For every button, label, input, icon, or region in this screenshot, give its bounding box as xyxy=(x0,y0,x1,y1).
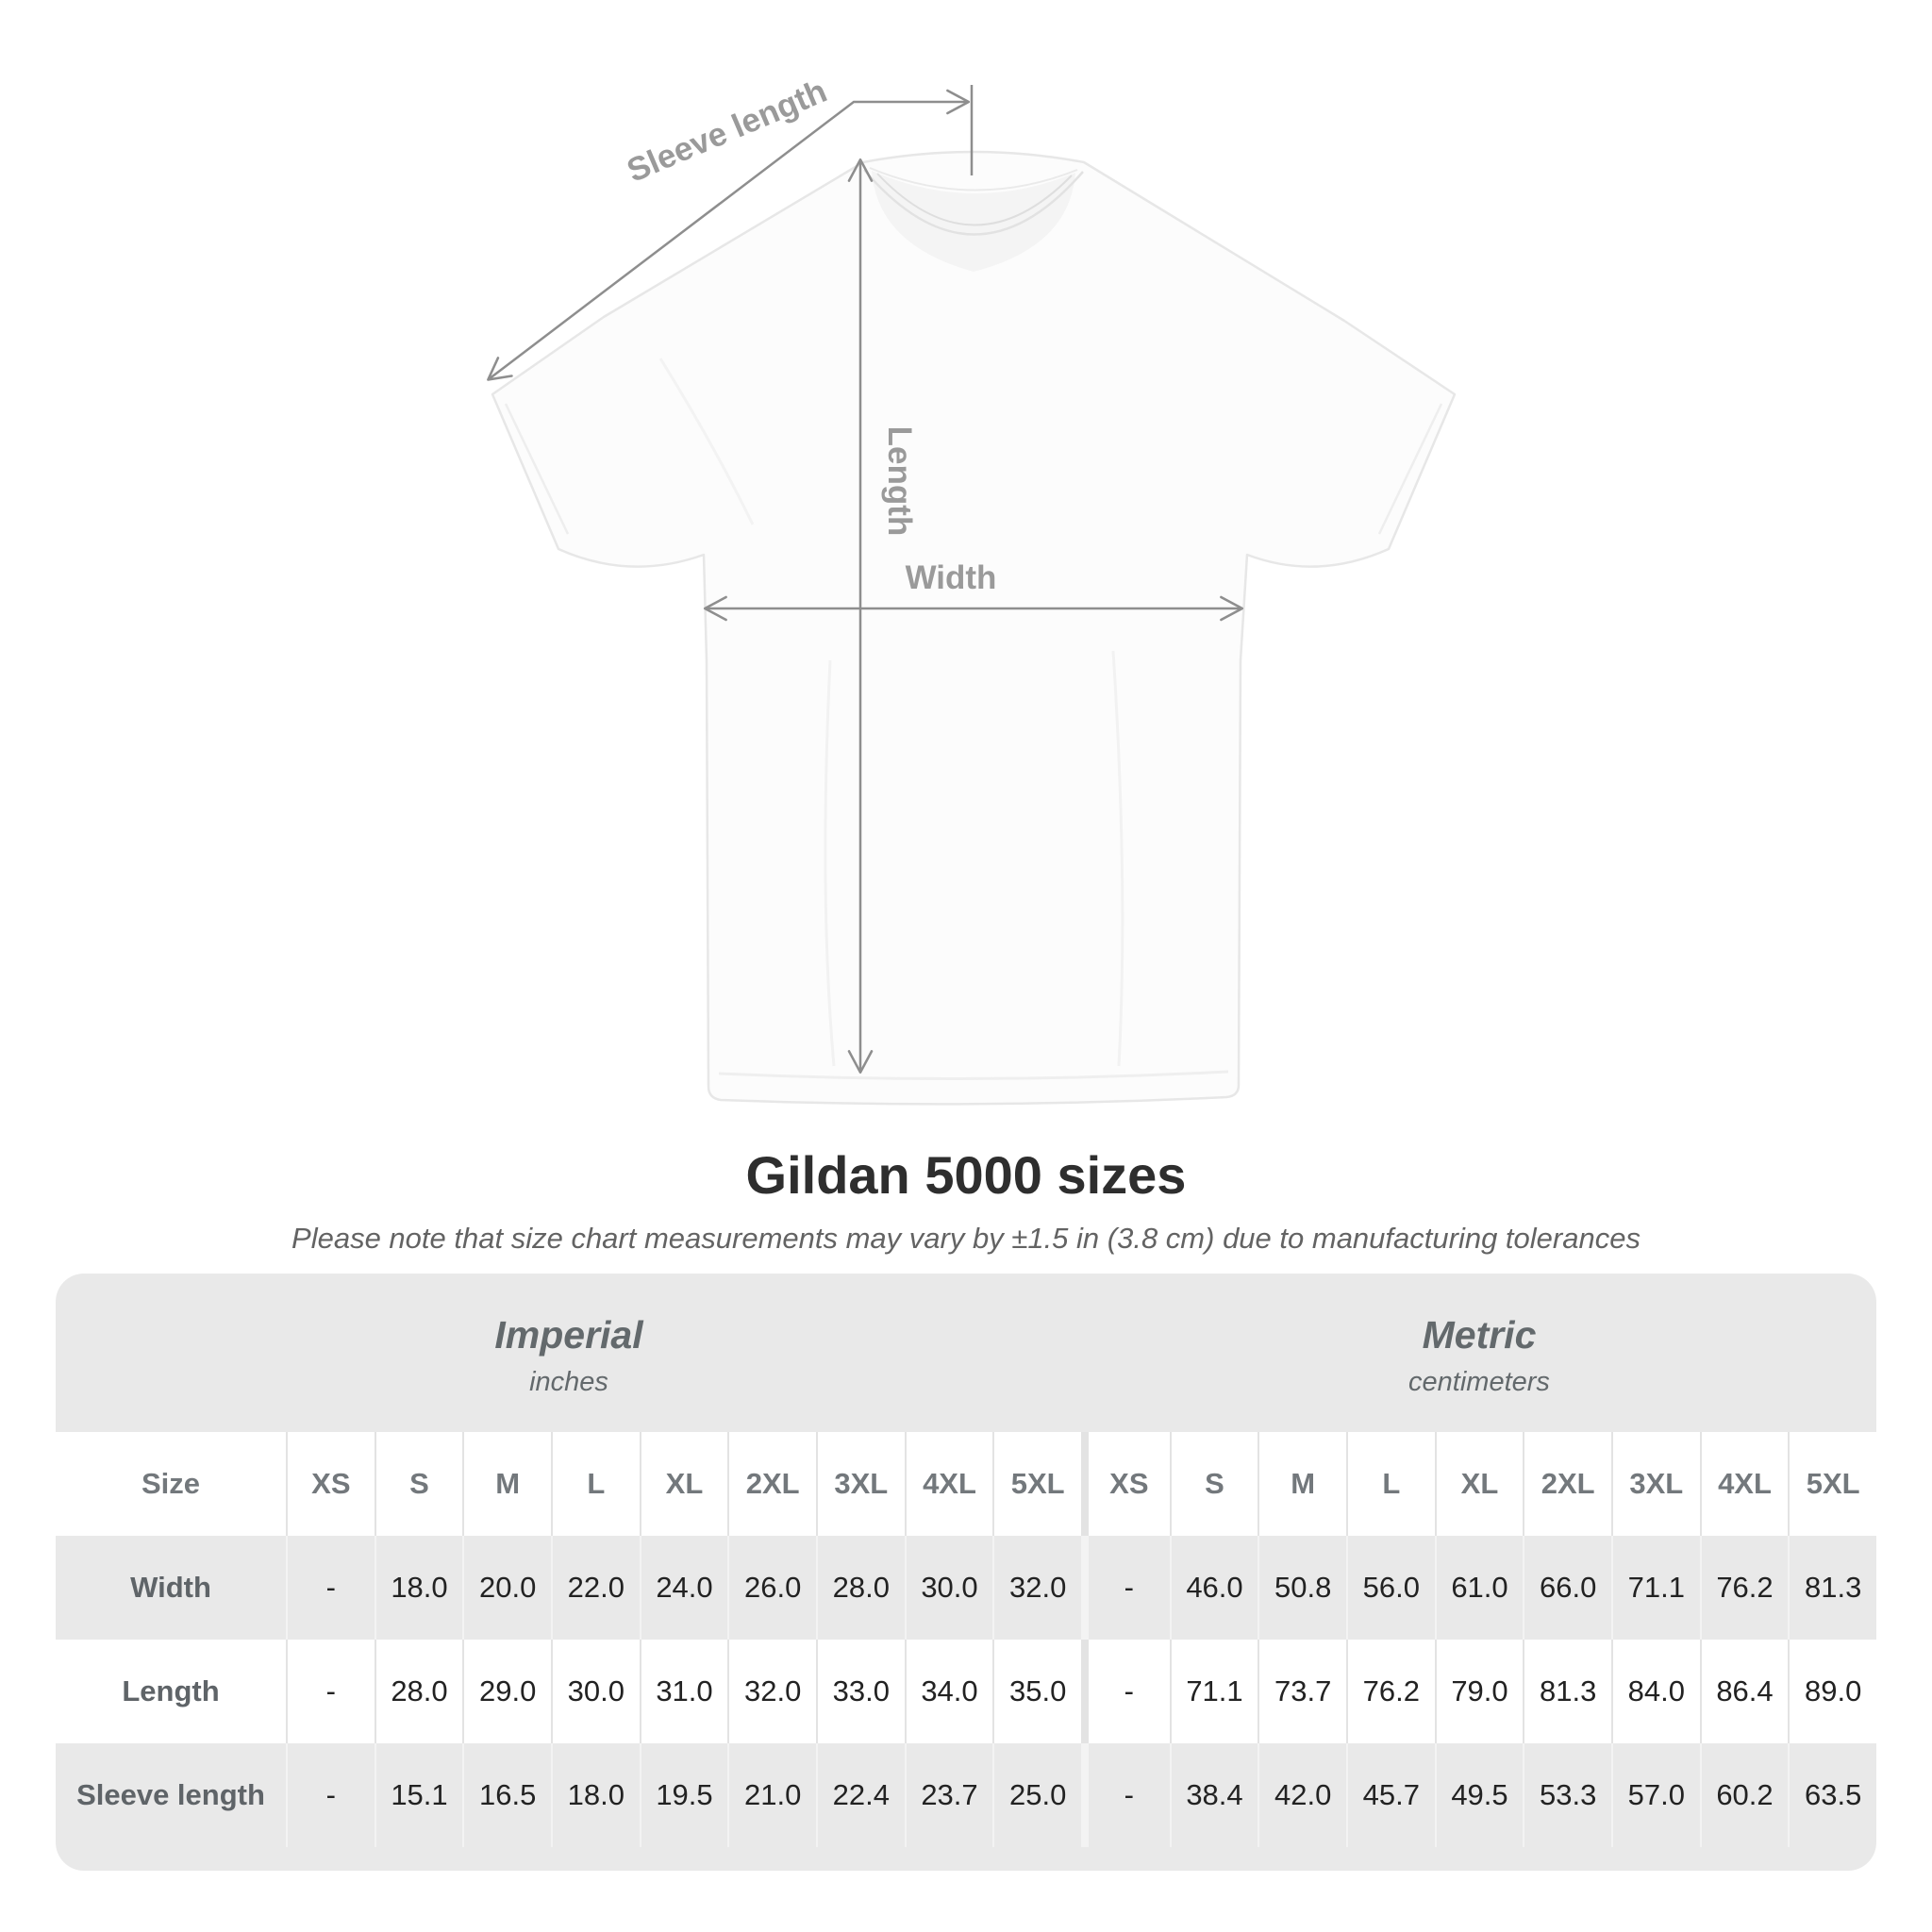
value-cell: 30.0 xyxy=(550,1640,640,1743)
size-header-metric-4xl: 4XL xyxy=(1699,1432,1789,1536)
value-cell: 21.0 xyxy=(727,1743,816,1847)
value-cell: 71.1 xyxy=(1169,1640,1258,1743)
size-table: Imperial inches Metric centimeters Size X… xyxy=(56,1274,1876,1871)
row-label: Width xyxy=(130,1571,211,1604)
value-cell: 26.0 xyxy=(727,1536,816,1640)
value-cell: 32.0 xyxy=(727,1640,816,1743)
size-header-imperial-s: S xyxy=(374,1432,463,1536)
value-cell: 29.0 xyxy=(462,1640,551,1743)
value-cell: 66.0 xyxy=(1523,1536,1611,1640)
length-label: Length xyxy=(881,426,918,537)
value-cell: 35.0 xyxy=(992,1640,1081,1743)
size-header-metric-2xl: 2XL xyxy=(1523,1432,1611,1536)
size-header-metric-m: M xyxy=(1257,1432,1346,1536)
value-cell: 76.2 xyxy=(1699,1536,1789,1640)
value-cell: 45.7 xyxy=(1345,1743,1435,1847)
size-header-metric-l: L xyxy=(1345,1432,1435,1536)
tshirt-diagram: Sleeve length Length Width xyxy=(487,73,1457,1106)
row-label: Sleeve length xyxy=(76,1778,265,1811)
value-cell: 16.5 xyxy=(462,1743,551,1847)
value-cell: 56.0 xyxy=(1345,1536,1435,1640)
value-cell: 28.0 xyxy=(374,1640,463,1743)
size-header-imperial-3xl: 3XL xyxy=(815,1432,905,1536)
size-header-imperial-l: L xyxy=(550,1432,640,1536)
value-cell: 50.8 xyxy=(1257,1536,1346,1640)
size-header-imperial-xs: XS xyxy=(286,1432,375,1536)
value-cell: 63.5 xyxy=(1788,1743,1876,1847)
value-cell: 30.0 xyxy=(904,1536,993,1640)
imperial-group-name: Imperial xyxy=(494,1313,643,1357)
value-cell: - xyxy=(286,1743,375,1847)
size-header-metric-5xl: 5XL xyxy=(1788,1432,1876,1536)
metric-group-header: Metric centimeters xyxy=(1082,1274,1876,1432)
value-cell: 89.0 xyxy=(1788,1640,1876,1743)
sleeve-length-label: Sleeve length xyxy=(622,73,832,190)
size-header-metric-s: S xyxy=(1169,1432,1258,1536)
size-header-imperial-5xl: 5XL xyxy=(992,1432,1081,1536)
value-cell: 53.3 xyxy=(1523,1743,1611,1847)
imperial-group-unit: inches xyxy=(529,1367,608,1397)
width-label: Width xyxy=(906,559,997,596)
value-cell: 46.0 xyxy=(1169,1536,1258,1640)
row-label: Length xyxy=(56,1640,286,1743)
value-cell: 22.4 xyxy=(815,1743,905,1847)
size-header-metric-xl: XL xyxy=(1434,1432,1524,1536)
size-header-imperial-2xl: 2XL xyxy=(727,1432,816,1536)
value-cell: 76.2 xyxy=(1345,1640,1435,1743)
value-cell: 60.2 xyxy=(1699,1743,1789,1847)
value-cell: 18.0 xyxy=(550,1743,640,1847)
value-cell: 61.0 xyxy=(1434,1536,1524,1640)
value-cell: - xyxy=(286,1640,375,1743)
size-header-metric-3xl: 3XL xyxy=(1610,1432,1700,1536)
value-cell: 49.5 xyxy=(1434,1743,1524,1847)
value-cell: 18.0 xyxy=(374,1536,463,1640)
value-cell: 71.1 xyxy=(1610,1536,1700,1640)
imperial-group-header: Imperial inches xyxy=(56,1274,1082,1432)
value-cell: 86.4 xyxy=(1699,1640,1789,1743)
value-cell: 28.0 xyxy=(815,1536,905,1640)
value-cell: 31.0 xyxy=(639,1640,728,1743)
value-cell: 19.5 xyxy=(639,1743,728,1847)
size-header-metric-xs: XS xyxy=(1080,1432,1170,1536)
value-cell: 42.0 xyxy=(1257,1743,1346,1847)
size-header-imperial-m: M xyxy=(462,1432,551,1536)
value-cell: 73.7 xyxy=(1257,1640,1346,1743)
value-cell: - xyxy=(1080,1743,1170,1847)
value-cell: 33.0 xyxy=(815,1640,905,1743)
value-cell: 79.0 xyxy=(1434,1640,1524,1743)
value-cell: 57.0 xyxy=(1610,1743,1700,1847)
value-cell: 81.3 xyxy=(1523,1640,1611,1743)
size-header-imperial-4xl: 4XL xyxy=(904,1432,993,1536)
value-cell: 38.4 xyxy=(1169,1743,1258,1847)
tolerance-note: Please note that size chart measurements… xyxy=(291,1222,1641,1255)
unit-group-row: Imperial inches Metric centimeters xyxy=(56,1274,1876,1432)
measurement-grid: Size XS S M L XL 2XL 3XL 4XL 5XL XS S M L XL 2XL 3XL 4XL 5… xyxy=(56,1432,1876,1847)
page-title: Gildan 5000 sizes xyxy=(745,1145,1187,1205)
value-cell: 84.0 xyxy=(1610,1640,1700,1743)
value-cell: - xyxy=(1080,1640,1170,1743)
metric-group-name: Metric xyxy=(1422,1313,1537,1357)
value-cell: 81.3 xyxy=(1788,1536,1876,1640)
value-cell: - xyxy=(286,1536,375,1640)
size-column-header: Size xyxy=(56,1432,286,1536)
tshirt-illustration xyxy=(491,150,1457,1106)
metric-group-unit: centimeters xyxy=(1408,1367,1550,1397)
sleeve-length-arrow xyxy=(487,89,971,381)
size-header-imperial-xl: XL xyxy=(639,1432,728,1536)
value-cell: - xyxy=(1080,1536,1170,1640)
value-cell: 22.0 xyxy=(550,1536,640,1640)
value-cell: 15.1 xyxy=(374,1743,463,1847)
value-cell: 34.0 xyxy=(904,1640,993,1743)
value-cell: 20.0 xyxy=(462,1536,551,1640)
value-cell: 25.0 xyxy=(992,1743,1081,1847)
value-cell: 23.7 xyxy=(904,1743,993,1847)
value-cell: 24.0 xyxy=(639,1536,728,1640)
value-cell: 32.0 xyxy=(992,1536,1081,1640)
